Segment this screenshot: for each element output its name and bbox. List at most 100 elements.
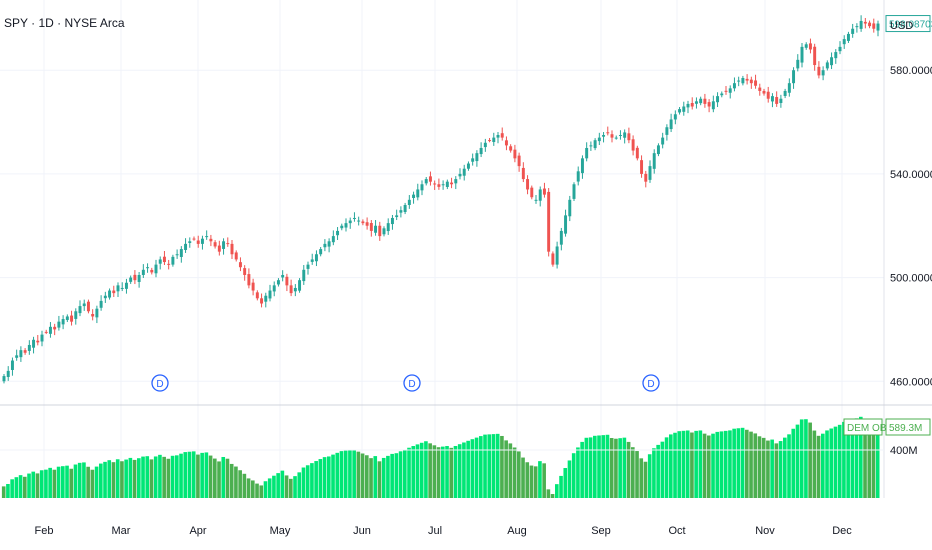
obv-bar [289, 478, 293, 498]
candle-body [319, 249, 323, 255]
x-tick-label: Mar [112, 525, 131, 537]
obv-bar [415, 444, 420, 498]
obv-bar [99, 463, 103, 498]
obv-bar [618, 438, 622, 498]
obv-bar [685, 430, 690, 498]
obv-bar [711, 433, 715, 498]
obv-bar [204, 452, 209, 498]
obv-bar [381, 457, 386, 498]
candle-body [606, 132, 610, 134]
obv-bar [669, 434, 673, 498]
candle-body [711, 101, 715, 110]
candle-body [154, 264, 158, 274]
candle-body [551, 253, 555, 265]
candle-body [352, 217, 356, 219]
candle-body [496, 135, 500, 138]
candle-body [82, 303, 86, 307]
obv-bar [774, 443, 779, 498]
candle-body [678, 109, 682, 113]
obv-bar [846, 420, 850, 498]
obv-bar [14, 477, 19, 498]
candle-body [466, 163, 470, 169]
candle-body [538, 189, 542, 201]
obv-bar [622, 437, 627, 498]
obv-bar [441, 446, 445, 498]
obv-bar [10, 479, 14, 498]
obv-bar [694, 430, 698, 498]
candle-body [293, 287, 297, 292]
obv-bar [470, 439, 475, 498]
candle-body [217, 245, 221, 252]
obv-bar [276, 473, 280, 498]
obv-bar [681, 430, 686, 498]
candle-body [158, 259, 162, 264]
obv-bar [580, 441, 584, 498]
obv-bar [707, 435, 711, 498]
x-tick-label: Dec [832, 525, 852, 537]
obv-bar [445, 446, 449, 498]
obv-bar [424, 441, 428, 498]
candle-body [179, 249, 183, 257]
obv-bar [761, 437, 766, 498]
candle-body [386, 223, 390, 232]
obv-bar [403, 449, 407, 498]
candle-body [78, 306, 82, 314]
candle-body [703, 98, 707, 104]
candle-body [302, 269, 306, 282]
symbol-title[interactable]: SPY · 1D · NYSE Arca [4, 16, 125, 30]
obv-bar [652, 448, 656, 498]
obv-y-tick-label: 400M [890, 445, 918, 457]
candle-body [631, 139, 635, 151]
obv-bar [217, 461, 221, 498]
x-tick-label: Aug [507, 525, 527, 537]
obv-bar [255, 483, 259, 498]
candle-body [314, 254, 318, 262]
obv-bar [369, 458, 373, 498]
candle-body [369, 223, 373, 231]
candle-body [876, 23, 880, 31]
candle-body [310, 259, 314, 262]
candle-body [635, 147, 639, 159]
candle-body [483, 142, 487, 148]
candle-body [445, 181, 449, 187]
obv-bar [242, 473, 247, 498]
candle-body [184, 243, 188, 250]
candle-body [91, 313, 95, 317]
event-marker-icon [403, 374, 421, 392]
obv-bar [305, 465, 310, 498]
obv-bar [246, 478, 251, 498]
candle-body [416, 189, 420, 198]
candle-body [336, 230, 340, 236]
obv-bar [263, 481, 268, 498]
candle-body [754, 80, 758, 86]
obv-bar [69, 468, 74, 498]
obv-bar [208, 455, 213, 498]
obv-bar [635, 451, 639, 498]
candle-body [340, 225, 344, 229]
candle-body [95, 308, 99, 318]
obv-bar [137, 458, 141, 498]
obv-bar [770, 439, 774, 498]
obv-bar [196, 454, 200, 498]
candle-body [842, 39, 846, 45]
obv-bar [398, 451, 403, 498]
obv-bar [77, 462, 82, 498]
candle-body [27, 344, 31, 351]
candle-body [399, 210, 403, 213]
obv-bar [753, 433, 758, 498]
candle-body [272, 285, 276, 292]
x-tick-label: May [270, 525, 291, 537]
obv-bar [837, 424, 842, 498]
candle-body [749, 79, 753, 84]
obv-bar [31, 471, 36, 498]
candle-body [787, 83, 791, 93]
candle-body [863, 21, 867, 24]
candle-body [36, 340, 40, 343]
obv-bar [508, 443, 513, 498]
obv-bar [791, 428, 796, 498]
obv-bar [457, 444, 462, 498]
candle-body [6, 370, 10, 377]
obv-bar [314, 461, 318, 498]
candle-body [817, 66, 821, 76]
